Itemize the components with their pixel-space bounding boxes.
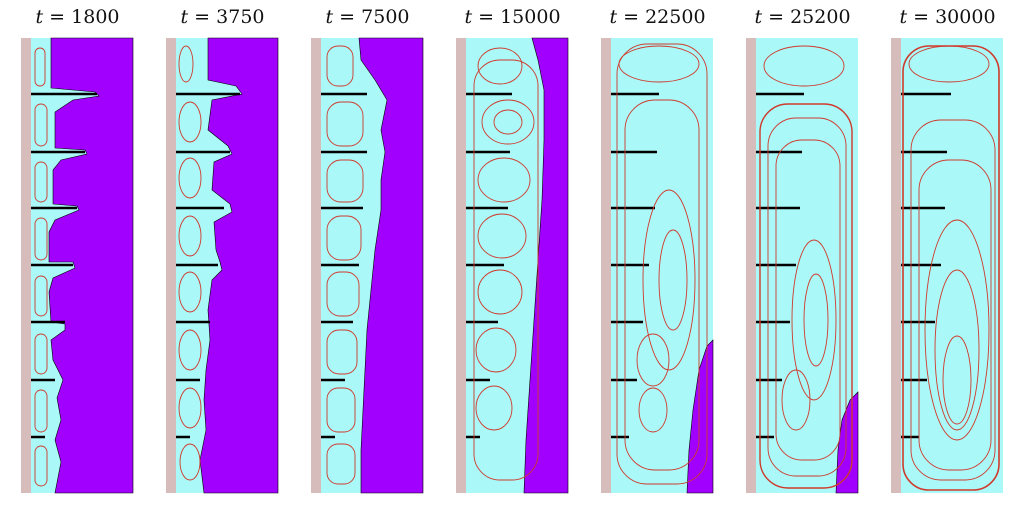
streamline: [910, 119, 996, 481]
streamline: [178, 387, 202, 429]
phase-region: [48, 37, 134, 494]
streamline: [658, 229, 688, 331]
streamline: [326, 45, 354, 87]
wall: [21, 38, 31, 493]
phase-region: [686, 339, 714, 494]
wall: [891, 38, 901, 493]
phase-region: [358, 37, 424, 494]
streamlines: [326, 45, 364, 485]
streamline: [475, 385, 513, 431]
streamline: [759, 103, 853, 489]
panel-plot: [891, 38, 1003, 493]
streamline: [791, 239, 837, 401]
streamline: [477, 157, 531, 203]
streamline: [934, 269, 980, 431]
streamline: [178, 271, 202, 313]
streamline: [34, 47, 46, 87]
fins: [321, 92, 367, 439]
streamline: [902, 45, 1000, 491]
streamline: [326, 329, 358, 375]
panel-title: t = 1800: [35, 6, 120, 28]
panel-title: t = 3750: [180, 6, 265, 28]
streamline: [624, 99, 700, 471]
streamline: [775, 139, 841, 461]
streamline: [763, 45, 845, 87]
fins: [31, 92, 97, 439]
panel-t25200: t = 25200: [740, 0, 865, 509]
panel-title: t = 30000: [899, 6, 996, 28]
streamline: [477, 213, 527, 259]
streamline: [638, 387, 668, 433]
streamline: [34, 161, 48, 203]
panel-plot: [601, 38, 714, 494]
panel-t30000: t = 30000: [885, 0, 1010, 509]
panel-plot: [746, 38, 859, 494]
streamline: [942, 335, 972, 425]
streamlines: [759, 45, 853, 489]
streamlines: [178, 45, 202, 481]
streamlines: [902, 45, 1000, 491]
panel-title: t = 25200: [754, 6, 851, 28]
panel-t1800: t = 1800: [15, 0, 140, 509]
wall: [311, 38, 321, 493]
streamline: [34, 275, 48, 317]
streamline: [477, 269, 523, 315]
streamline: [477, 47, 523, 85]
streamline: [326, 101, 364, 147]
panel-t22500: t = 22500: [595, 0, 720, 509]
streamline: [781, 369, 811, 431]
streamline: [475, 327, 517, 373]
panel-t7500: t = 7500: [305, 0, 430, 509]
streamlines: [473, 47, 539, 481]
panel-plot: [21, 37, 134, 494]
streamline: [767, 117, 847, 477]
fins: [611, 92, 659, 439]
wall: [456, 38, 466, 493]
panel-title: t = 7500: [325, 6, 410, 28]
wall: [601, 38, 611, 493]
streamline: [34, 103, 48, 147]
panel-plot: [456, 37, 569, 494]
streamline: [34, 217, 48, 261]
wall: [746, 38, 756, 493]
fins: [176, 92, 240, 439]
streamline: [493, 109, 523, 135]
phase-region: [199, 37, 279, 494]
panel-title: t = 15000: [464, 6, 561, 28]
panel-t3750: t = 3750: [160, 0, 285, 509]
streamline: [326, 215, 362, 261]
wall: [166, 38, 176, 493]
streamline: [481, 99, 535, 145]
streamline: [918, 159, 992, 471]
streamline: [34, 333, 48, 375]
panel-title: t = 22500: [609, 6, 706, 28]
streamline: [34, 445, 48, 487]
panel-t15000: t = 15000: [450, 0, 575, 509]
streamline: [178, 329, 202, 371]
streamline: [473, 59, 539, 481]
streamline: [326, 271, 360, 317]
streamline: [642, 189, 696, 371]
streamline: [34, 389, 48, 433]
fins: [901, 92, 951, 439]
streamline: [178, 157, 202, 199]
streamlines: [34, 47, 48, 487]
streamline: [326, 443, 356, 485]
streamline: [179, 443, 201, 481]
panel-plot: [311, 37, 424, 494]
streamline: [178, 45, 194, 83]
streamline: [616, 43, 708, 485]
streamline: [803, 273, 829, 367]
streamline: [326, 387, 356, 433]
streamline: [178, 101, 202, 143]
streamline: [636, 333, 670, 387]
streamlines: [616, 43, 708, 485]
panel-plot: [166, 37, 279, 494]
streamline: [178, 215, 202, 257]
streamline: [924, 219, 990, 441]
streamline: [326, 159, 364, 203]
